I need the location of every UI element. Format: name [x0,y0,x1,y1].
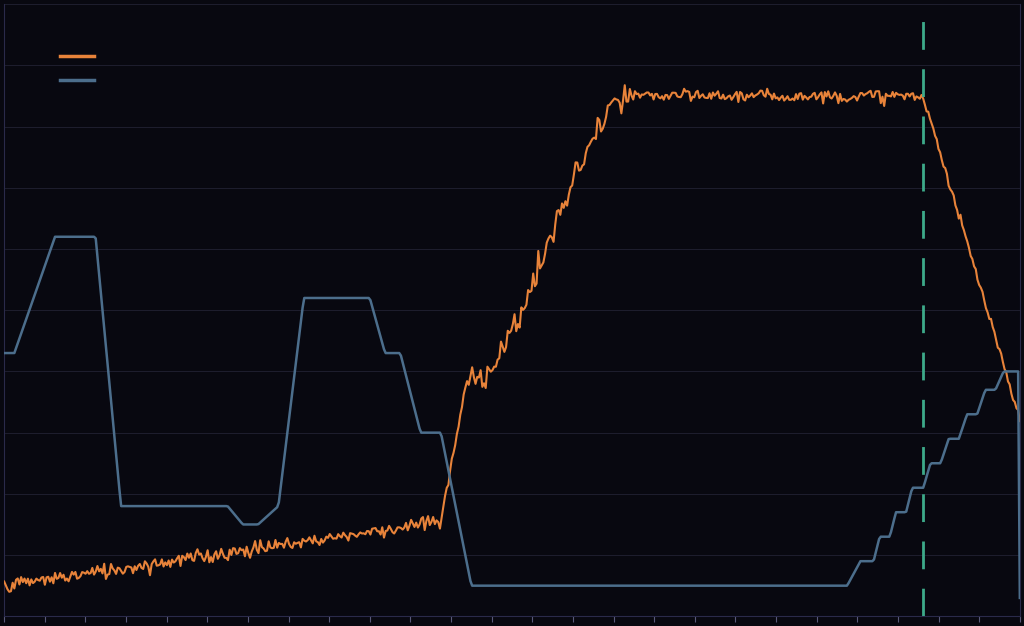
Legend: , : , [52,43,114,97]
